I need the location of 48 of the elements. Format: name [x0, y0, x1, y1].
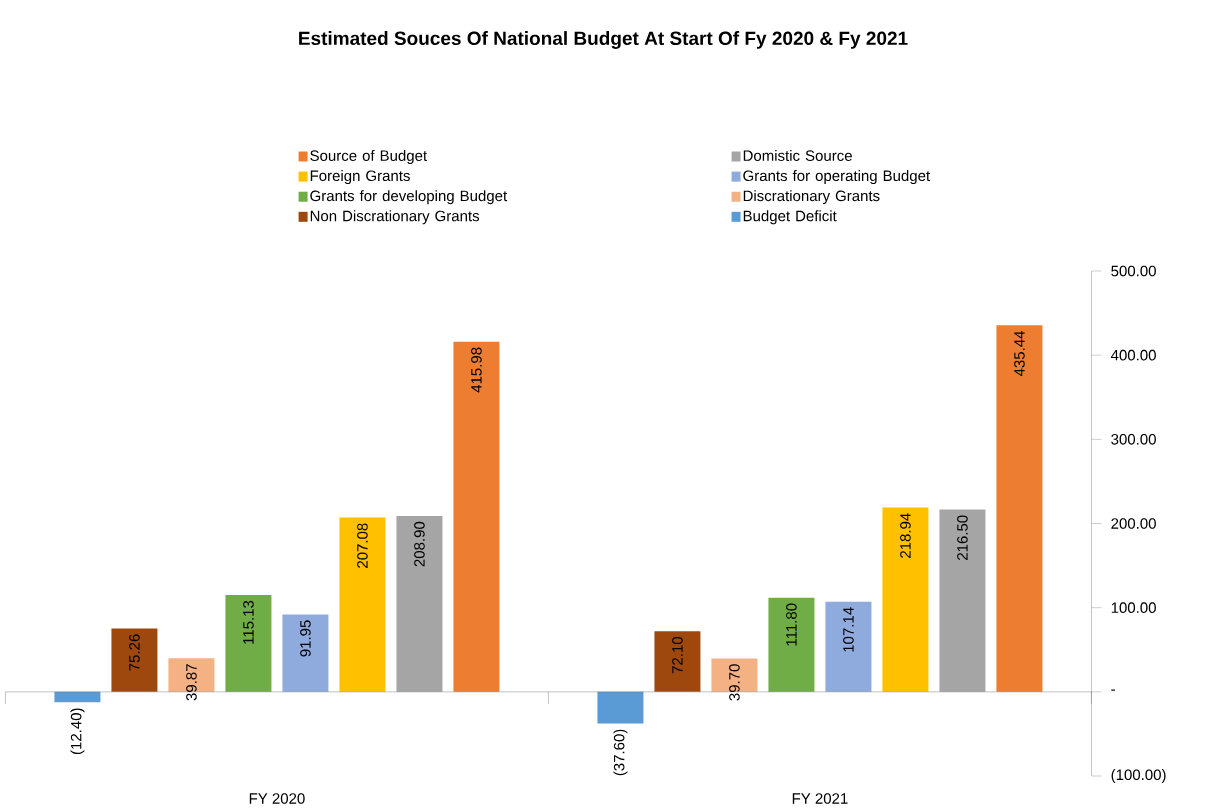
bar — [111, 628, 158, 692]
bar — [453, 341, 500, 692]
data-label: 91.95 — [300, 620, 311, 657]
bar — [597, 691, 644, 724]
chart-title: Estimated Souces Of National Budget At Start Of Fy 2020 & Fy 2021 — [299, 31, 908, 49]
data-label: 111.80 — [786, 603, 797, 646]
bar — [882, 507, 929, 692]
data-label: 207.08 — [357, 523, 368, 568]
bar — [996, 325, 1043, 692]
data-label: (12.40) — [70, 708, 85, 755]
data-label: 75.26 — [129, 634, 140, 671]
legend-label: Discrationary Grants — [743, 190, 880, 205]
data-label: 39.87 — [186, 664, 197, 701]
legend-label: Source of Budget — [310, 150, 428, 165]
legend-label: Grants for operating Budget — [743, 170, 931, 185]
bar — [396, 516, 443, 692]
bar — [339, 517, 386, 692]
data-label: 72.10 — [672, 637, 683, 674]
data-label: 415.98 — [471, 347, 482, 393]
y-tick-label: (100.00) — [1111, 769, 1166, 784]
legend-label: Domistic Source — [743, 150, 852, 162]
data-label: 208.90 — [414, 521, 425, 567]
data-label: (37.60) — [613, 729, 628, 776]
legend-label: Foreign Grants — [310, 170, 410, 185]
legend-label: Non Discrationary Grants — [310, 210, 480, 225]
bar — [54, 691, 101, 703]
bar — [939, 509, 986, 692]
bar — [225, 595, 272, 692]
data-label: 435.44 — [1014, 331, 1025, 377]
bar — [654, 631, 701, 692]
y-tick-label: 100.00 — [1111, 602, 1156, 614]
y-tick-label: 500.00 — [1111, 265, 1156, 277]
y-tick-label: 200.00 — [1111, 518, 1156, 529]
data-label: 216.50 — [957, 515, 968, 561]
data-label: 39.70 — [729, 664, 740, 701]
data-label: 107.14 — [843, 607, 854, 652]
x-tick-label: FY 2020 — [249, 793, 305, 804]
x-tick-label: FY 2021 — [792, 793, 848, 804]
data-label: 218.94 — [900, 513, 911, 558]
y-tick-label: 400.00 — [1110, 349, 1156, 361]
legend-label: Budget Deficit — [743, 210, 837, 225]
bar — [768, 597, 815, 692]
y-tick-label: - — [1111, 689, 1115, 691]
bar — [825, 601, 872, 692]
y-tick-label: 300.00 — [1111, 434, 1156, 445]
data-label: 115.13 — [243, 600, 254, 644]
legend-label: Grants for developing Budget — [310, 190, 508, 205]
bar — [282, 614, 329, 692]
